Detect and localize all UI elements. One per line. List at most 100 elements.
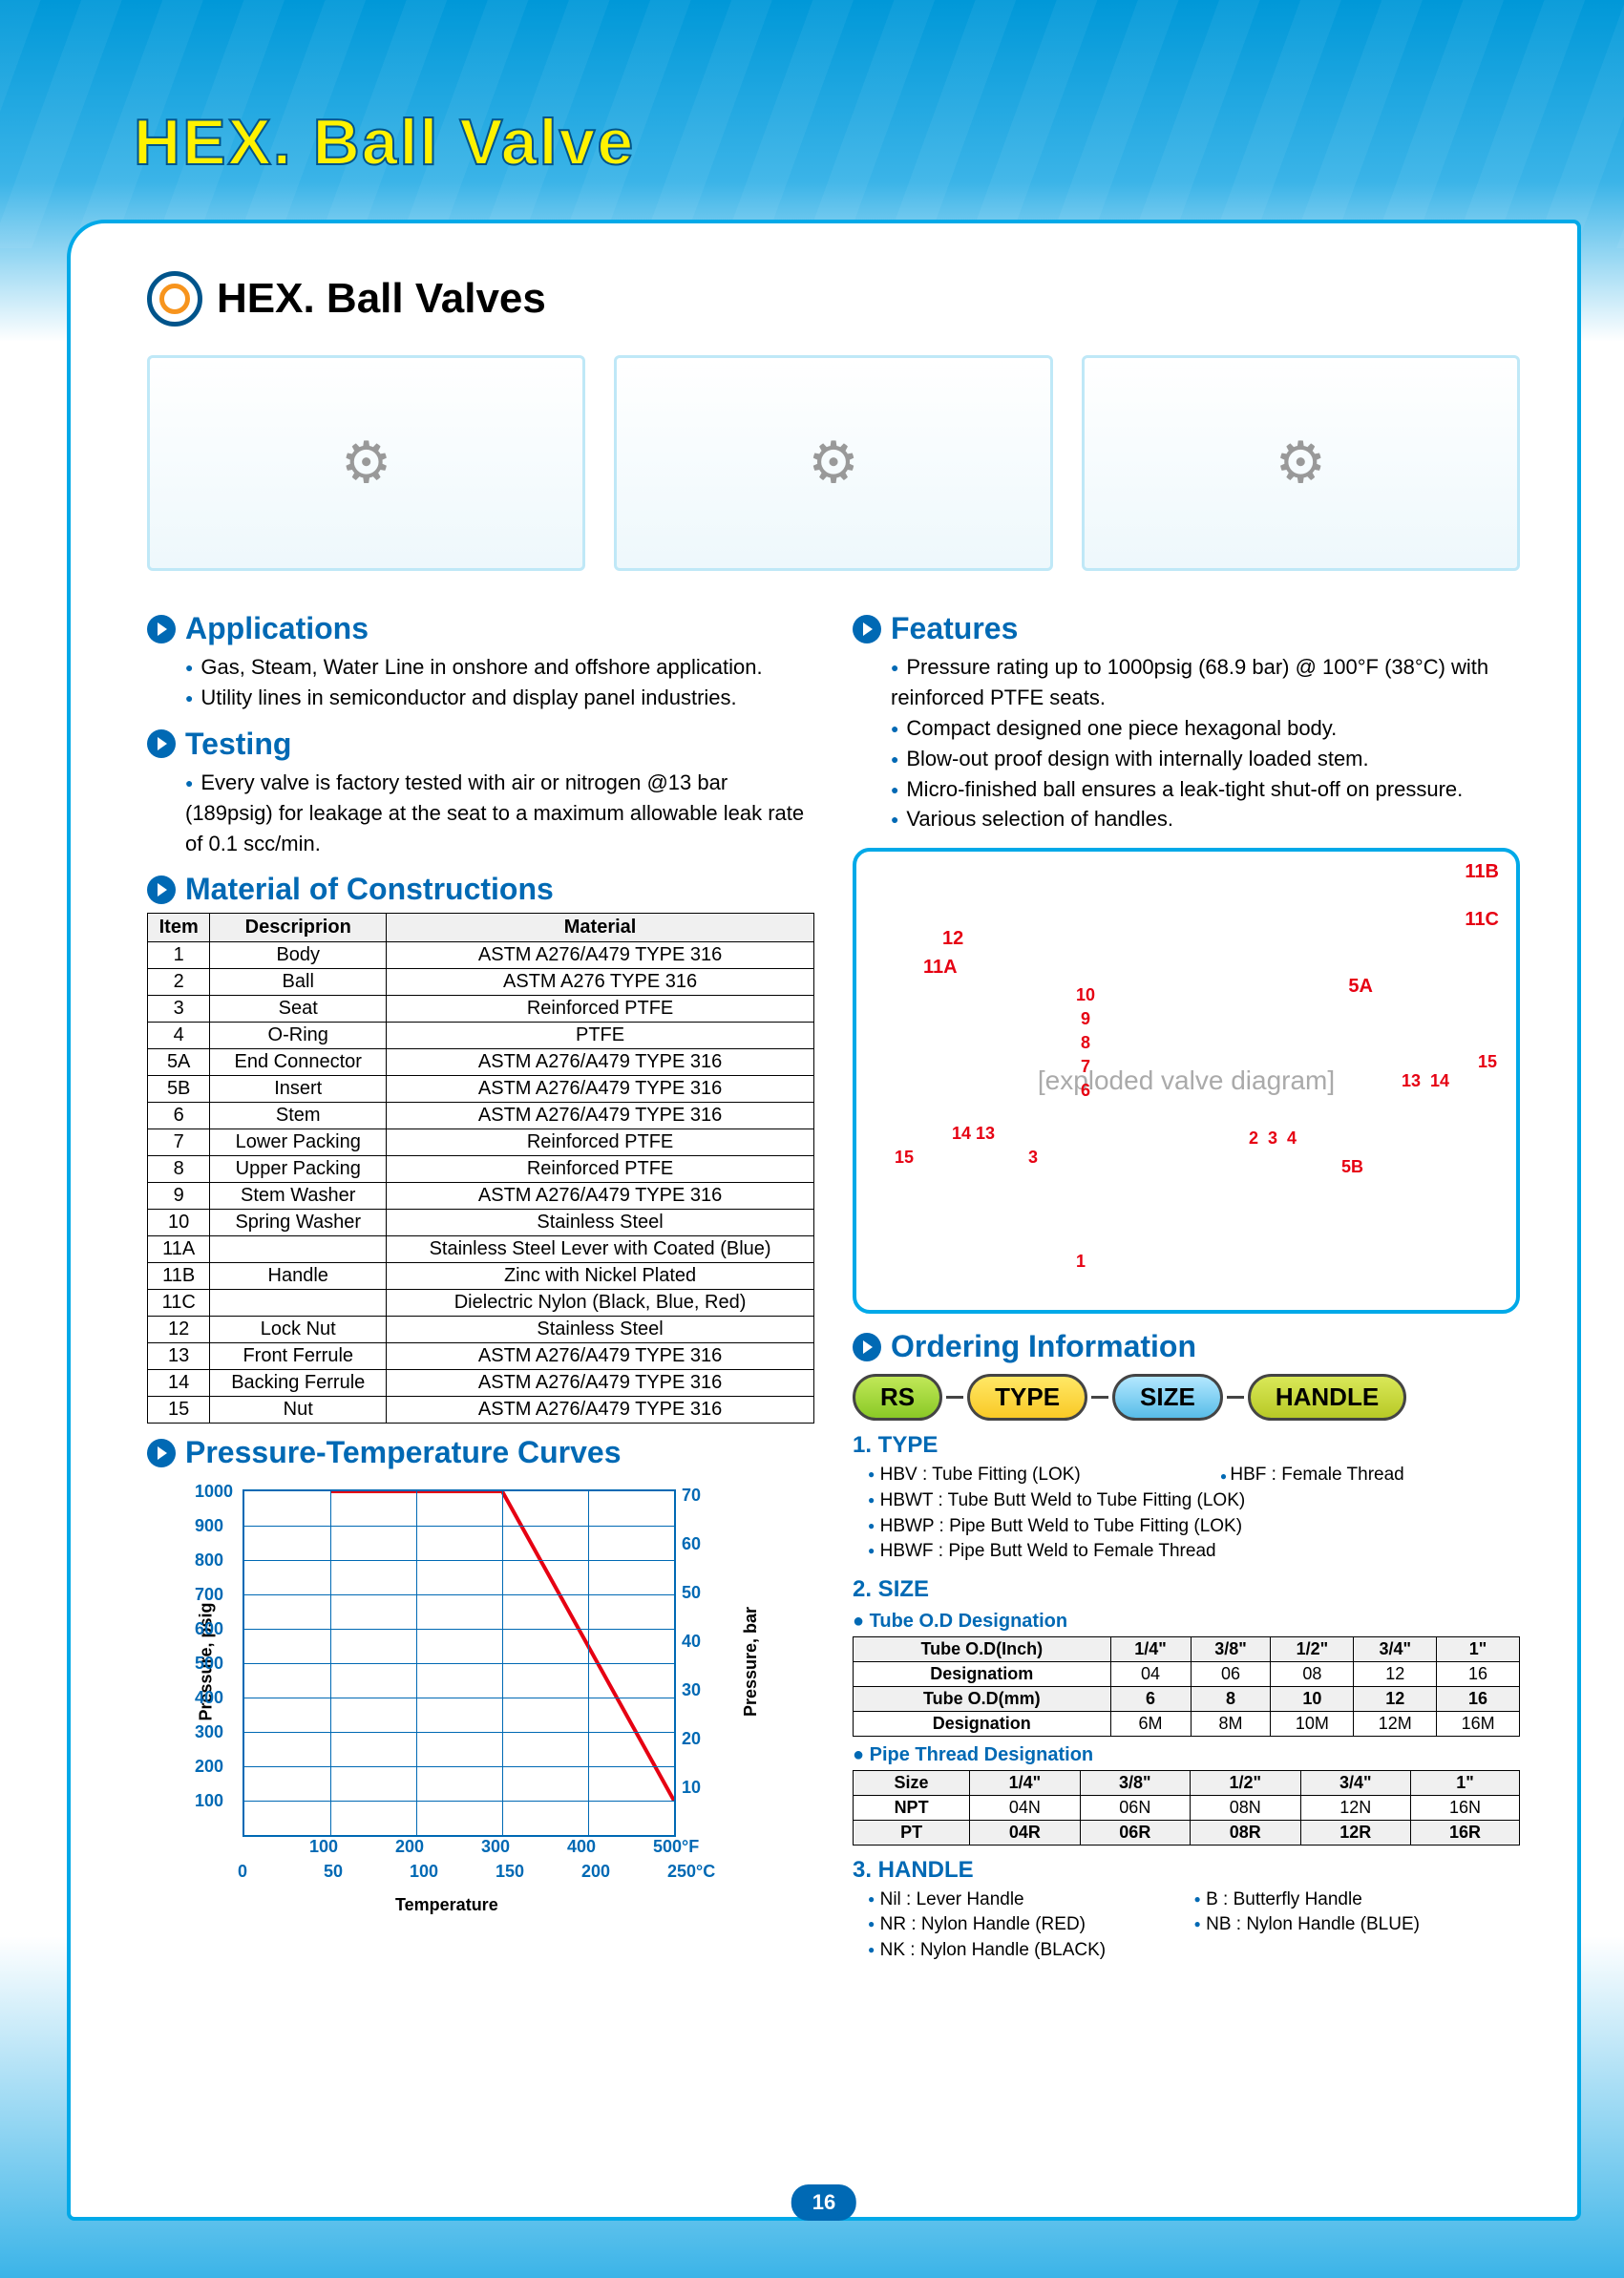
applications-title: Applications — [185, 611, 369, 646]
table-row: 10Spring WasherStainless Steel — [148, 1210, 814, 1236]
y-tick: 800 — [195, 1550, 223, 1571]
chevron-icon — [147, 729, 176, 758]
x-tick-f: 500°F — [653, 1837, 699, 1857]
ordering-pills: RS TYPE SIZE HANDLE — [853, 1374, 1520, 1421]
subtitle: HEX. Ball Valves — [217, 275, 546, 323]
y2-axis-label: Pressure, bar — [741, 1607, 761, 1717]
table-row: 15NutASTM A276/A479 TYPE 316 — [148, 1397, 814, 1424]
chevron-icon — [147, 875, 176, 904]
testing-list: Every valve is factory tested with air o… — [185, 768, 814, 859]
list-item: Gas, Steam, Water Line in onshore and of… — [185, 652, 814, 683]
pipe-table: Size1/4"3/8"1/2"3/4"1"NPT04N06N08N12N16N… — [853, 1770, 1520, 1846]
x-axis-label: Temperature — [395, 1895, 498, 1915]
table-row: 11CDielectric Nylon (Black, Blue, Red) — [148, 1290, 814, 1317]
x-tick-c: 150 — [496, 1862, 524, 1882]
chevron-icon — [853, 615, 881, 643]
list-item: Blow-out proof design with internally lo… — [891, 744, 1520, 774]
applications-list: Gas, Steam, Water Line in onshore and of… — [185, 652, 814, 713]
pt-chart: Pressure, psig Pressure, bar Temperature… — [185, 1480, 739, 1900]
tube-head: Tube O.D Designation — [870, 1611, 1067, 1632]
list-item: Utility lines in semiconductor and displ… — [185, 683, 814, 713]
page-number: 16 — [791, 2184, 856, 2221]
table-row: Designation6M8M10M12M16M — [854, 1711, 1520, 1736]
materials-title: Material of Constructions — [185, 872, 554, 907]
ordering-title: Ordering Information — [891, 1329, 1196, 1364]
table-row: 7Lower PackingReinforced PTFE — [148, 1129, 814, 1156]
table-row: 1BodyASTM A276/A479 TYPE 316 — [148, 942, 814, 969]
chevron-icon — [147, 615, 176, 643]
list-item: NK : Nylon Handle (BLACK) — [868, 1938, 1194, 1964]
table-row: Tube O.D(mm)68101216 — [854, 1686, 1520, 1711]
list-item: Every valve is factory tested with air o… — [185, 768, 814, 859]
chevron-icon — [853, 1333, 881, 1361]
table-row: 9Stem WasherASTM A276/A479 TYPE 316 — [148, 1183, 814, 1210]
y2-tick: 30 — [682, 1680, 701, 1700]
order-handle-label: 3. HANDLE — [853, 1857, 1520, 1884]
y-tick: 200 — [195, 1757, 223, 1777]
pt-curves-title: Pressure-Temperature Curves — [185, 1435, 622, 1470]
table-row: 11AStainless Steel Lever with Coated (Bl… — [148, 1236, 814, 1263]
table-row: NPT04N06N08N12N16N — [854, 1795, 1520, 1820]
y-tick: 600 — [195, 1619, 223, 1639]
pill-size: SIZE — [1112, 1374, 1223, 1421]
order-type-label: 1. TYPE — [853, 1432, 1520, 1459]
right-column: Features Pressure rating up to 1000psig … — [853, 600, 1520, 1968]
product-image-1: ⚙ — [147, 355, 585, 571]
list-item: Pressure rating up to 1000psig (68.9 bar… — [891, 652, 1520, 713]
chevron-icon — [147, 1439, 176, 1467]
table-row: Designatiom0406081216 — [854, 1661, 1520, 1686]
x-tick-c: 0 — [238, 1862, 247, 1882]
materials-table: ItemDescriprionMaterial1BodyASTM A276/A4… — [147, 913, 814, 1424]
table-row: Tube O.D(Inch)1/4"3/8"1/2"3/4"1" — [854, 1636, 1520, 1661]
list-item: Compact designed one piece hexagonal bod… — [891, 713, 1520, 744]
features-list: Pressure rating up to 1000psig (68.9 bar… — [891, 652, 1520, 834]
chart-grid — [243, 1489, 676, 1837]
x-tick-f: 100 — [309, 1837, 338, 1857]
list-item: B : Butterfly Handle — [1194, 1888, 1521, 1913]
list-item: HBWF : Pipe Butt Weld to Female Thread — [868, 1539, 1520, 1565]
y2-tick: 50 — [682, 1583, 701, 1603]
table-row: 2BallASTM A276 TYPE 316 — [148, 969, 814, 996]
y-tick: 300 — [195, 1722, 223, 1742]
table-row: 6StemASTM A276/A479 TYPE 316 — [148, 1103, 814, 1129]
table-row: 4O-RingPTFE — [148, 1023, 814, 1049]
type-list: HBV : Tube Fitting (LOK)● HBF : Female T… — [868, 1463, 1520, 1564]
list-item: NR : Nylon Handle (RED) — [868, 1912, 1194, 1938]
page-title: HEX. Ball Valve — [134, 105, 635, 179]
pill-rs: RS — [853, 1374, 942, 1421]
order-size-label: 2. SIZE — [853, 1576, 1520, 1603]
exploded-diagram: 11B 11C 12 11A 10 9 8 7 6 5A 15 13 14 2 … — [853, 848, 1520, 1314]
table-row: 13Front FerruleASTM A276/A479 TYPE 316 — [148, 1343, 814, 1370]
y-tick: 900 — [195, 1516, 223, 1536]
y2-tick: 60 — [682, 1534, 701, 1554]
table-row: PT04R06R08R12R16R — [854, 1820, 1520, 1845]
product-image-3: ⚙ — [1082, 355, 1520, 571]
pill-type: TYPE — [967, 1374, 1087, 1421]
pill-handle: HANDLE — [1248, 1374, 1406, 1421]
x-tick-f: 200 — [395, 1837, 424, 1857]
list-item: Micro-finished ball ensures a leak-tight… — [891, 774, 1520, 805]
left-column: Applications Gas, Steam, Water Line in o… — [147, 600, 814, 1968]
list-item: HBWT : Tube Butt Weld to Tube Fitting (L… — [868, 1488, 1520, 1514]
features-title: Features — [891, 611, 1018, 646]
y-tick: 1000 — [195, 1482, 233, 1502]
y2-tick: 40 — [682, 1632, 701, 1652]
x-tick-f: 300 — [481, 1837, 510, 1857]
x-tick-c: 50 — [324, 1862, 343, 1882]
y2-tick: 70 — [682, 1486, 701, 1506]
table-row: 14Backing FerruleASTM A276/A479 TYPE 316 — [148, 1370, 814, 1397]
x-tick-c: 250°C — [667, 1862, 715, 1882]
subtitle-row: HEX. Ball Valves — [147, 271, 1520, 327]
testing-title: Testing — [185, 727, 291, 762]
table-row: 3SeatReinforced PTFE — [148, 996, 814, 1023]
content-sheet: HEX. Ball Valves ⚙ ⚙ ⚙ Applications Gas,… — [67, 220, 1581, 2221]
table-row: 5AEnd ConnectorASTM A276/A479 TYPE 316 — [148, 1049, 814, 1076]
x-tick-f: 400 — [567, 1837, 596, 1857]
y-tick: 400 — [195, 1688, 223, 1708]
product-image-2: ⚙ — [614, 355, 1052, 571]
list-item: HBV : Tube Fitting (LOK)● HBF : Female T… — [868, 1463, 1520, 1488]
product-image-row: ⚙ ⚙ ⚙ — [147, 355, 1520, 571]
list-item: HBWP : Pipe Butt Weld to Tube Fitting (L… — [868, 1514, 1520, 1540]
y-tick: 700 — [195, 1585, 223, 1605]
y-tick: 500 — [195, 1654, 223, 1674]
